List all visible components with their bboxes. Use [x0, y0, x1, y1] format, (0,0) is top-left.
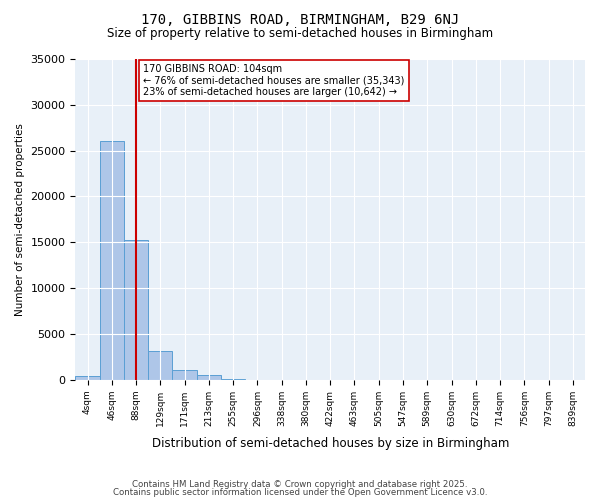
Bar [100, 140, 124, 380]
Bar [124, 240, 148, 380]
Text: Contains HM Land Registry data © Crown copyright and database right 2025.: Contains HM Land Registry data © Crown c… [132, 480, 468, 489]
Bar [148, 352, 172, 380]
Bar [172, 370, 197, 380]
Text: Size of property relative to semi-detached houses in Birmingham: Size of property relative to semi-detach… [107, 28, 493, 40]
Bar [197, 375, 221, 380]
Y-axis label: Number of semi-detached properties: Number of semi-detached properties [15, 123, 25, 316]
Text: 170, GIBBINS ROAD, BIRMINGHAM, B29 6NJ: 170, GIBBINS ROAD, BIRMINGHAM, B29 6NJ [141, 12, 459, 26]
X-axis label: Distribution of semi-detached houses by size in Birmingham: Distribution of semi-detached houses by … [152, 437, 509, 450]
Bar [76, 376, 100, 380]
Text: Contains public sector information licensed under the Open Government Licence v3: Contains public sector information licen… [113, 488, 487, 497]
Text: 170 GIBBINS ROAD: 104sqm
← 76% of semi-detached houses are smaller (35,343)
23% : 170 GIBBINS ROAD: 104sqm ← 76% of semi-d… [143, 64, 405, 97]
